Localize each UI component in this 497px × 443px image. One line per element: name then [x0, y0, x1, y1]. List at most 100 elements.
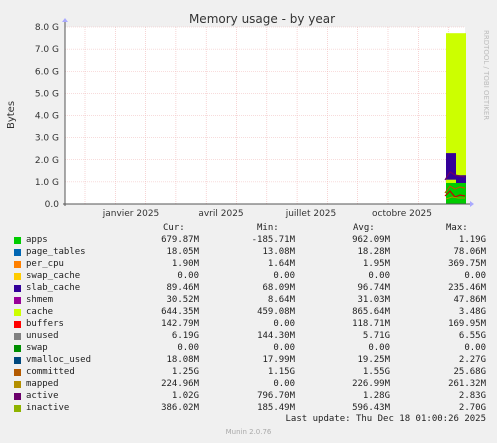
legend-row: per_cpu 1.90M 1.64M 1.95M 369.75M — [0, 259, 497, 271]
legend-max: 169.95M — [448, 319, 486, 329]
legend-name: unused — [26, 331, 59, 341]
x-tick-label: juillet 2025 — [285, 209, 337, 219]
x-tick-label: janvier 2025 — [102, 209, 160, 219]
y-tick-label: 6.0 G — [35, 67, 59, 77]
col-header-min: Min: — [257, 223, 279, 233]
legend-name: active — [26, 391, 59, 401]
legend-row: committed 1.25G 1.15G 1.55G 25.68G — [0, 367, 497, 379]
legend-row: buffers 142.79M 0.00 118.71M 169.95M — [0, 319, 497, 331]
legend-avg: 226.99M — [352, 379, 390, 389]
watermark: RRDTOOL / TOBI OETIKER — [482, 30, 490, 120]
legend-name: slab_cache — [26, 283, 81, 293]
legend-name: swap — [26, 343, 48, 353]
legend-swatch — [14, 321, 21, 328]
legend-name: page_tables — [26, 247, 86, 257]
legend-max: 25.68G — [453, 367, 486, 377]
area-slab-cache — [456, 175, 466, 185]
legend-avg: 0.00 — [368, 343, 390, 353]
grid — [65, 26, 465, 204]
legend-min: 144.30M — [257, 331, 295, 341]
legend-cur: 30.52M — [166, 295, 199, 305]
legend-avg: 1.55G — [362, 367, 390, 377]
y-tick-label: 4.0 G — [35, 112, 59, 122]
legend-min: 0.00 — [273, 379, 295, 389]
legend-avg: 1.95M — [362, 259, 390, 269]
col-header-avg: Avg: — [353, 223, 375, 233]
legend-min: 459.08M — [257, 307, 295, 317]
legend-cur: 0.00 — [177, 271, 199, 281]
legend-cur: 1.25G — [171, 367, 199, 377]
legend-row: unused 6.19G 144.30M 5.71G 6.55G — [0, 331, 497, 343]
legend-cur: 679.87M — [161, 235, 199, 245]
legend-max: 369.75M — [448, 259, 486, 269]
x-axis-arrow — [470, 201, 474, 207]
legend-avg: 5.71G — [362, 331, 390, 341]
legend-avg: 596.43M — [352, 403, 390, 413]
legend-min: 13.08M — [262, 247, 295, 257]
legend-avg: 962.09M — [352, 235, 390, 245]
legend-max: 78.06M — [453, 247, 486, 257]
legend-min: 1.15G — [267, 367, 295, 377]
version-label: Munin 2.0.76 — [225, 428, 272, 436]
legend-min: 796.70M — [257, 391, 295, 401]
legend-cur: 142.79M — [161, 319, 199, 329]
legend-swatch — [14, 261, 21, 268]
legend-avg: 96.74M — [357, 283, 390, 293]
legend-max: 261.32M — [448, 379, 486, 389]
legend-swatch — [14, 369, 21, 376]
legend-swatch — [14, 273, 21, 280]
legend-avg: 31.03M — [357, 295, 390, 305]
legend-max: 1.19G — [458, 235, 486, 245]
legend-avg: 18.28M — [357, 247, 390, 257]
legend-swatch — [14, 357, 21, 364]
legend-swatch — [14, 285, 21, 292]
legend-swatch — [14, 309, 21, 316]
x-tick-label: avril 2025 — [198, 209, 243, 219]
y-axis-arrow — [62, 18, 68, 22]
legend-name: swap_cache — [26, 271, 81, 281]
x-tick-labels: janvier 2025 avril 2025 juillet 2025 octobr… — [102, 209, 432, 219]
legend-name: mapped — [26, 379, 59, 389]
legend-swatch — [14, 297, 21, 304]
legend-min: 185.49M — [257, 403, 295, 413]
legend-row: swap_cache 0.00 0.00 0.00 0.00 — [0, 271, 497, 283]
legend-row: swap 0.00 0.00 0.00 0.00 — [0, 343, 497, 355]
legend-name: committed — [26, 367, 75, 377]
y-tick-label: 8.0 G — [35, 23, 59, 33]
y-tick-label: 5.0 G — [35, 89, 59, 99]
legend-cur: 18.05M — [166, 247, 199, 257]
legend-avg: 865.64M — [352, 307, 390, 317]
legend-min: 0.00 — [273, 343, 295, 353]
legend-row: shmem 30.52M 8.64M 31.03M 47.86M — [0, 295, 497, 307]
legend-cur: 6.19G — [171, 331, 199, 341]
legend-name: apps — [26, 235, 48, 245]
legend-row: cache 644.35M 459.08M 865.64M 3.48G — [0, 307, 497, 319]
y-axis-label: Bytes — [6, 101, 17, 129]
legend-name: cache — [26, 307, 54, 317]
legend-name: buffers — [26, 319, 64, 329]
area-slab-cache — [446, 153, 456, 180]
legend-swatch — [14, 237, 21, 244]
legend-cur: 0.00 — [177, 343, 199, 353]
legend-avg: 19.25M — [357, 355, 390, 365]
legend-cur: 1.02G — [171, 391, 199, 401]
legend-max: 2.70G — [458, 403, 486, 413]
legend-min: 0.00 — [273, 319, 295, 329]
legend-swatch — [14, 393, 21, 400]
y-tick-label: 3.0 G — [35, 134, 59, 144]
legend-row: apps 679.87M -185.71M 962.09M 1.19G — [0, 235, 497, 247]
y-tick-labels: 0.0 1.0 G 2.0 G 3.0 G 4.0 G 5.0 G 6.0 G 7.0 G 8.… — [35, 23, 59, 210]
legend-row: vmalloc_used 18.08M 17.99M 19.25M 2.27G — [0, 355, 497, 367]
legend-cur: 386.02M — [161, 403, 199, 413]
y-tick-label: 1.0 G — [35, 178, 59, 188]
legend-min: 1.64M — [267, 259, 295, 269]
legend-swatch — [14, 333, 21, 340]
line-committed — [444, 185, 466, 194]
legend-name: per_cpu — [26, 259, 64, 269]
legend-swatch — [14, 345, 21, 352]
line-mapped — [445, 196, 465, 200]
col-header-max: Max: — [446, 223, 468, 233]
legend-cur: 644.35M — [161, 307, 199, 317]
legend-swatch — [14, 405, 21, 412]
